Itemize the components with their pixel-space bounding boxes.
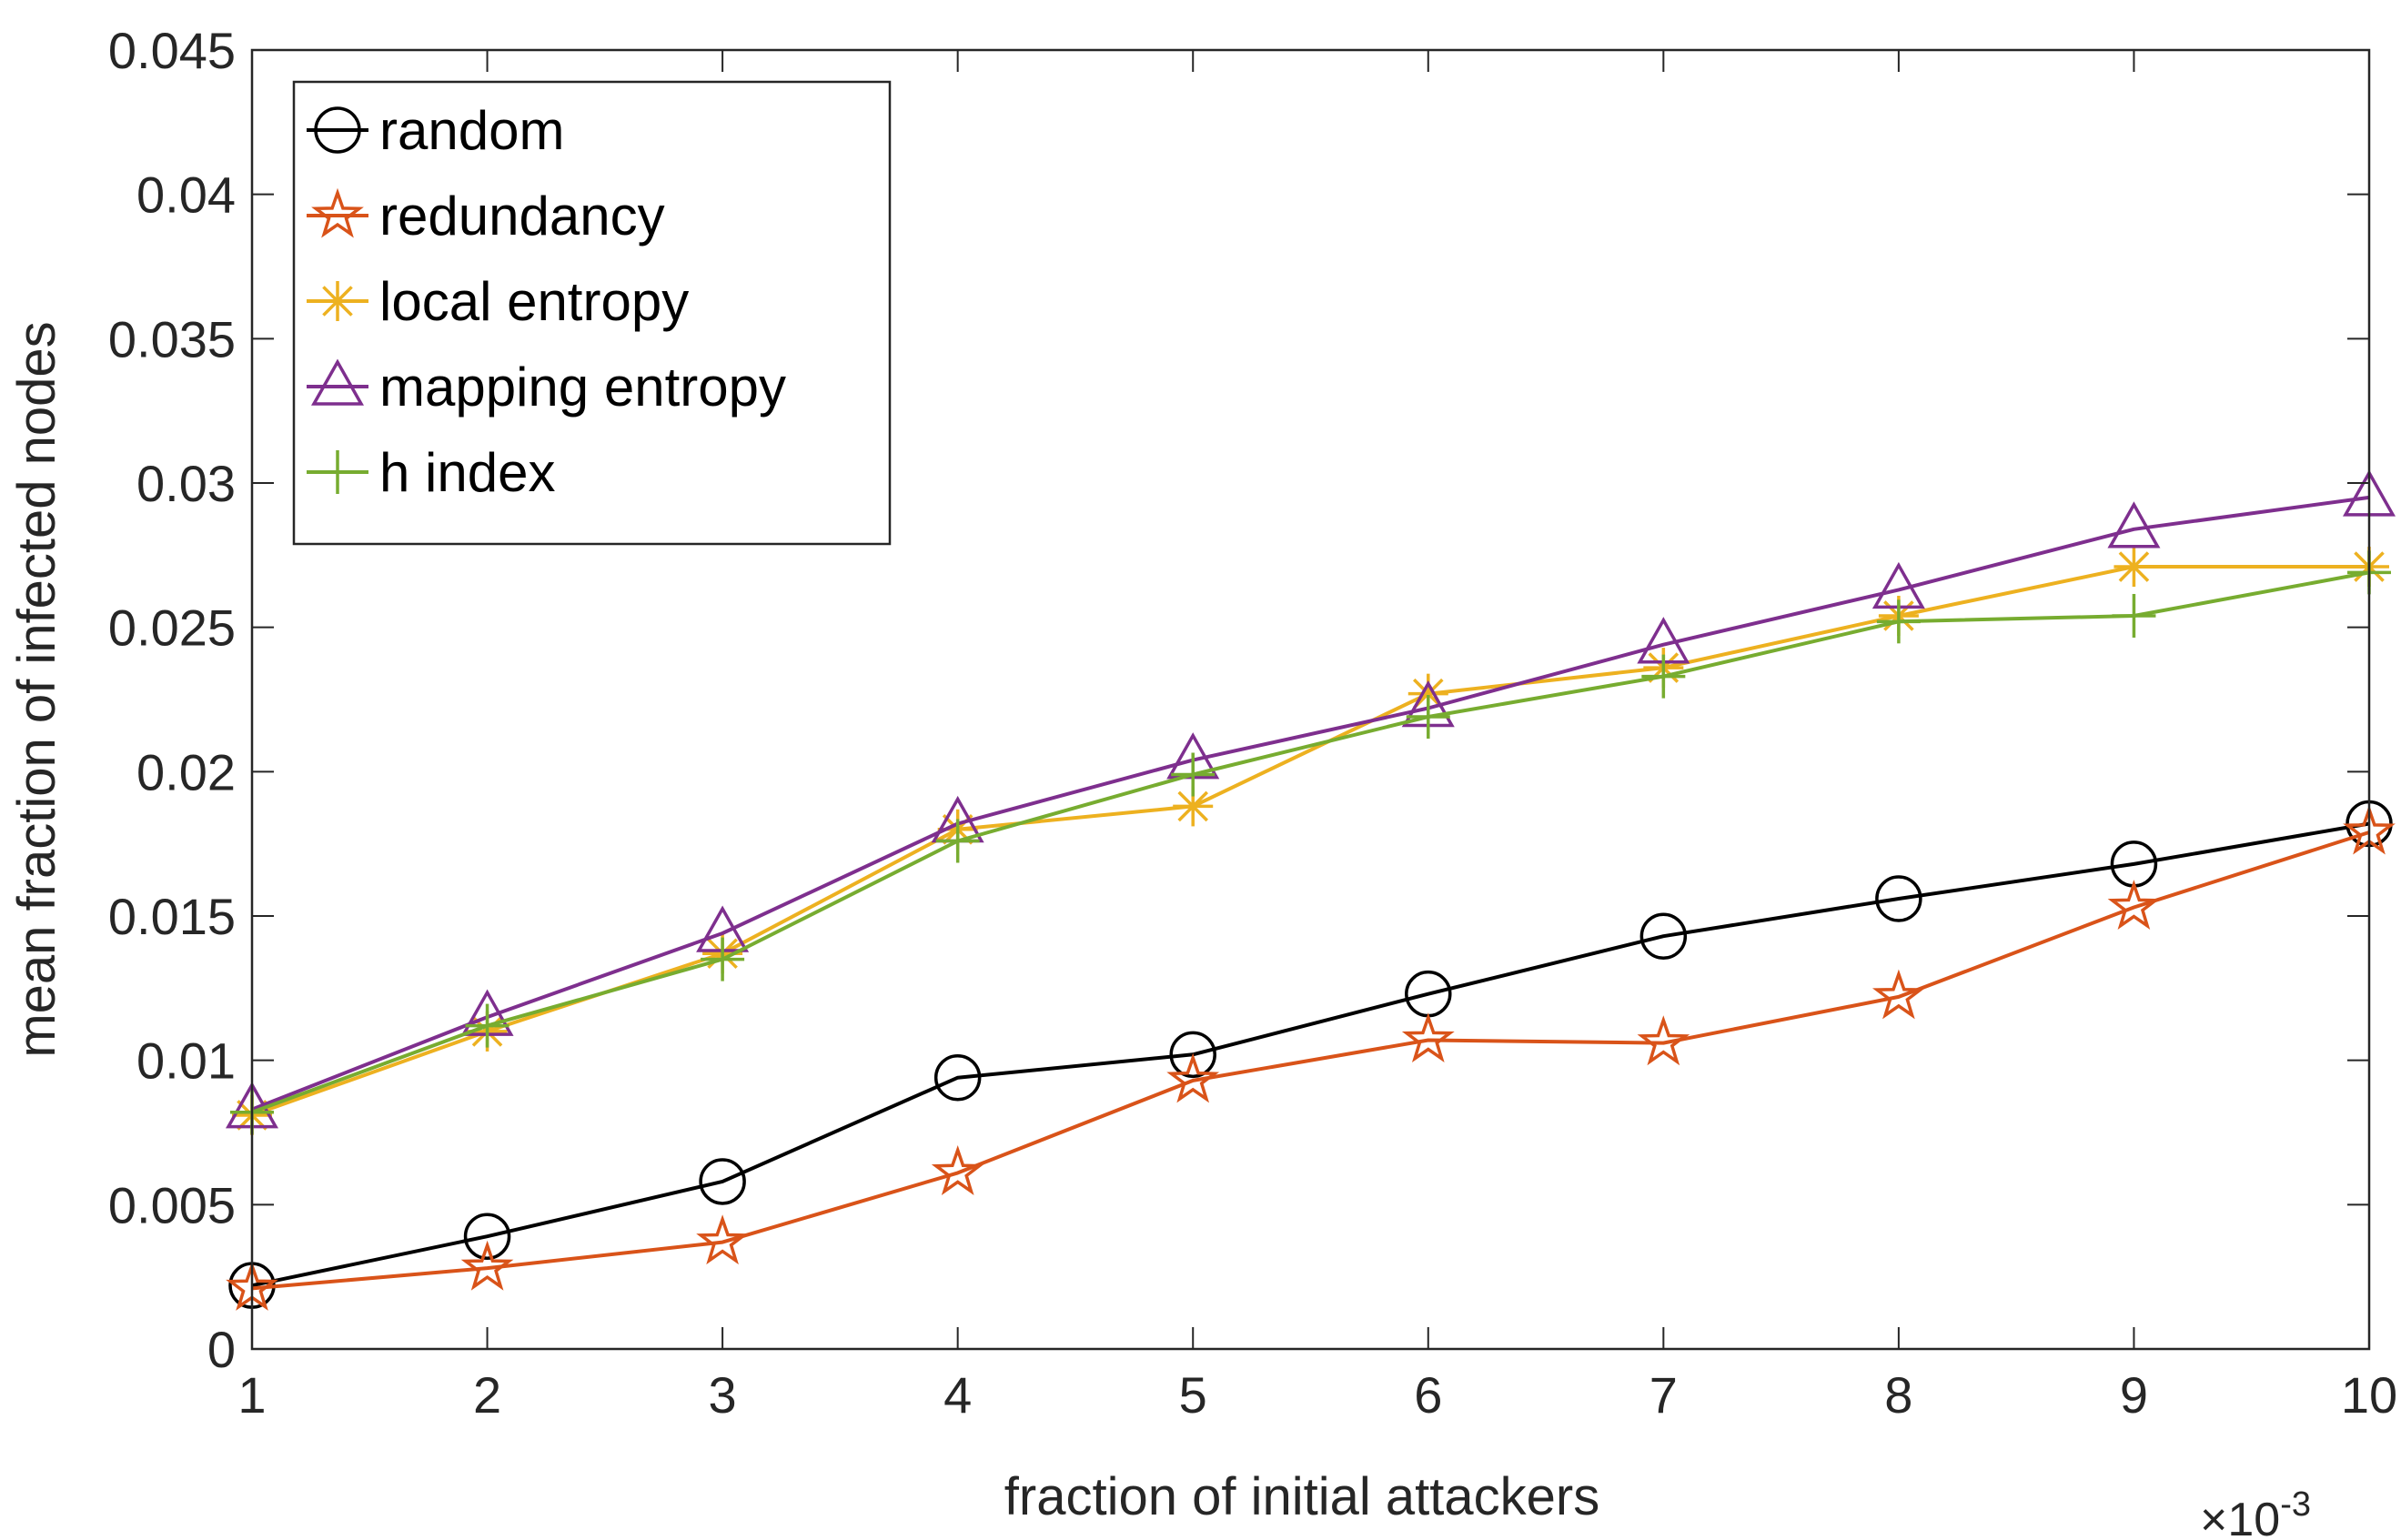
data-point-redundancy <box>931 1145 984 1196</box>
data-point-random <box>1169 1031 1216 1079</box>
x-tick-label: 2 <box>473 1366 501 1424</box>
x-tick-label: 4 <box>943 1366 972 1424</box>
legend-label: local entropy <box>379 271 689 332</box>
data-point-random <box>1875 875 1922 922</box>
x-axis-label: fraction of initial attackers <box>1004 1467 1599 1526</box>
x-tick-label: 5 <box>1179 1366 1207 1424</box>
y-tick-label: 0.04 <box>136 166 236 224</box>
legend-marker <box>314 106 361 154</box>
y-tick-label: 0.02 <box>136 743 236 800</box>
data-point-local-entropy <box>2113 547 2154 588</box>
data-point-h-index <box>1171 752 1216 797</box>
data-point-mapping-entropy <box>2107 501 2161 549</box>
legend-entry-h-index: h index <box>307 442 555 503</box>
legend-entry-local-entropy: local entropy <box>307 271 689 332</box>
data-point-redundancy <box>1401 1012 1455 1063</box>
legend-label: h index <box>379 442 555 503</box>
axes-layer: 1 2 3 4 5 6 7 8 9 10 0 0.005 0.01 0.015 0.02 0.025 0.03 0… <box>108 22 2397 1424</box>
series-layer <box>226 469 2396 1311</box>
series-line-mapping-entropy <box>251 495 2370 1112</box>
x-tick-label: 9 <box>2120 1366 2148 1424</box>
series-line-redundancy <box>251 830 2370 1291</box>
data-point-random <box>933 1053 982 1102</box>
data-point-random <box>699 1158 746 1205</box>
data-point-redundancy <box>460 1240 514 1291</box>
legend: random redundancy local entropy mapping ent… <box>292 80 892 546</box>
data-point-redundancy <box>1871 969 1925 1020</box>
x-tick-label: 8 <box>1884 1366 1912 1424</box>
series-line-h-index <box>251 570 2370 1114</box>
legend-box <box>292 80 892 546</box>
series-random <box>228 800 2393 1309</box>
legend-entry-mapping-entropy: mapping entropy <box>307 357 786 418</box>
data-point-random <box>1639 912 1688 960</box>
legend-label: random <box>379 100 564 161</box>
y-axis-label: mean fraction of infected nodes <box>7 321 66 1057</box>
y-tick-label: 0.035 <box>108 310 236 367</box>
series-line-random <box>251 821 2370 1288</box>
x-exponent-power: -3 <box>2280 1485 2311 1524</box>
data-point-redundancy <box>1166 1052 1220 1103</box>
data-point-h-index <box>701 937 745 981</box>
legend-label: redundancy <box>379 186 665 247</box>
axes-box <box>250 48 2371 1351</box>
y-tick-label: 0.045 <box>108 22 236 79</box>
legend-marker <box>318 281 358 321</box>
data-point-h-index <box>1876 599 1921 644</box>
data-point-h-index <box>935 819 980 863</box>
x-tick-label: 7 <box>1649 1366 1678 1424</box>
x-tick-label: 1 <box>237 1366 266 1424</box>
data-point-random <box>463 1213 511 1260</box>
data-point-h-index <box>2112 593 2156 638</box>
y-tick-label: 0.005 <box>108 1176 236 1233</box>
data-point-h-index <box>465 1003 509 1048</box>
x-tick-label: 3 <box>709 1366 737 1424</box>
x-tick-label: 6 <box>1414 1366 1442 1424</box>
legend-marker <box>311 358 364 406</box>
x-exponent-label: ×10-3 <box>2200 1485 2311 1540</box>
y-tick-label: 0 <box>207 1321 236 1378</box>
data-point-redundancy <box>1637 1015 1690 1066</box>
x-exponent-base: ×10 <box>2200 1494 2280 1540</box>
data-point-h-index <box>1641 654 1686 699</box>
legend-marker <box>316 450 359 494</box>
x-tick-label: 10 <box>2341 1366 2397 1424</box>
y-tick-label: 0.01 <box>136 1032 236 1090</box>
legend-marker <box>311 187 364 238</box>
data-point-h-index <box>1406 695 1450 740</box>
y-tick-label: 0.015 <box>108 888 236 945</box>
data-point-redundancy <box>2107 880 2161 931</box>
y-tick-label: 0.03 <box>136 455 236 512</box>
data-point-redundancy <box>696 1214 749 1265</box>
y-tick-label: 0.025 <box>108 599 236 657</box>
legend-entry-random: random <box>307 100 564 161</box>
legend-entry-redundancy: redundancy <box>307 186 665 247</box>
legend-label: mapping entropy <box>379 357 786 418</box>
